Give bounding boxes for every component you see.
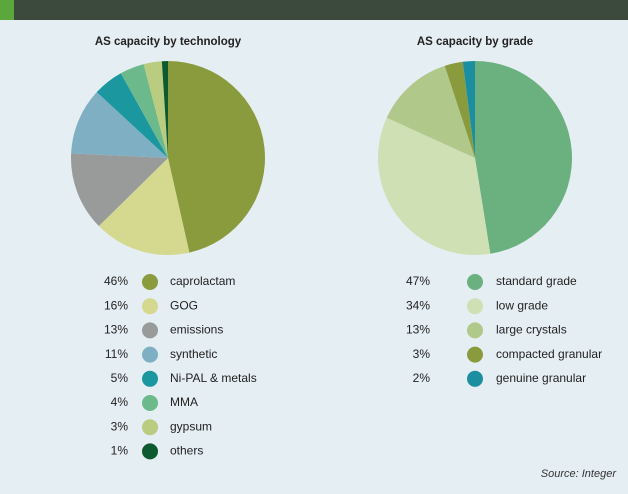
pie-slice — [444, 61, 475, 159]
legend-value: 4% — [111, 395, 129, 409]
pie-slice — [386, 65, 475, 158]
legend-label: others — [170, 444, 203, 458]
legend-swatch — [142, 274, 158, 290]
legend-value: 2% — [413, 371, 431, 385]
pie-slice — [462, 61, 475, 158]
chart-title: AS capacity by grade — [417, 36, 533, 48]
legend-value: 3% — [413, 347, 431, 361]
legend-value: 47% — [406, 274, 430, 288]
legend-swatch — [142, 298, 158, 315]
pie-slice — [161, 61, 168, 158]
legend-value: 34% — [406, 298, 430, 312]
pie-slice — [378, 117, 491, 256]
legend-swatch — [467, 274, 483, 290]
legend-label: caprolactam — [170, 274, 235, 288]
legend-swatch — [142, 443, 158, 460]
legend-value: 13% — [406, 323, 430, 337]
pie-slice — [71, 92, 168, 158]
legend-value: 46% — [104, 274, 128, 288]
legend-label: compacted granular — [496, 347, 602, 361]
legend-swatch — [467, 298, 483, 315]
legend-swatch — [467, 322, 483, 339]
legend-label: gypsum — [170, 419, 212, 433]
chart-title: AS capacity by technology — [95, 36, 242, 48]
legend-label: genuine granular — [496, 371, 586, 385]
pie-slice — [71, 153, 168, 227]
legend-swatch — [467, 370, 483, 387]
legend-value: 1% — [111, 444, 129, 458]
legend-label: synthetic — [170, 347, 217, 361]
legend-swatch — [142, 346, 158, 363]
source-note: Source: Integer — [541, 468, 618, 480]
pie-slice — [120, 64, 168, 158]
header-bar — [0, 0, 628, 20]
legend-label: low grade — [496, 298, 548, 312]
header-accent — [0, 0, 14, 20]
legend-value: 3% — [111, 419, 129, 433]
legend-swatch — [142, 370, 158, 387]
legend-label: GOG — [170, 298, 198, 312]
legend-swatch — [142, 395, 158, 411]
legend-swatch — [142, 322, 158, 339]
legend-value: 11% — [105, 347, 128, 361]
legend-swatch — [142, 419, 158, 436]
pie-slice — [143, 61, 168, 158]
legend-value: 13% — [104, 323, 128, 337]
legend-label: emissions — [170, 323, 223, 337]
legend-label: large crystals — [496, 323, 567, 337]
pie-slice — [475, 61, 573, 254]
legend-swatch — [467, 346, 483, 363]
pie-slice — [96, 73, 168, 158]
legend-label: standard grade — [496, 274, 577, 288]
pie-slice — [168, 61, 265, 253]
pie-slice — [98, 158, 190, 255]
legend-label: Ni-PAL & metals — [170, 371, 257, 385]
legend-label: MMA — [170, 395, 198, 409]
legend-value: 5% — [111, 371, 129, 385]
legend-value: 16% — [104, 298, 128, 312]
